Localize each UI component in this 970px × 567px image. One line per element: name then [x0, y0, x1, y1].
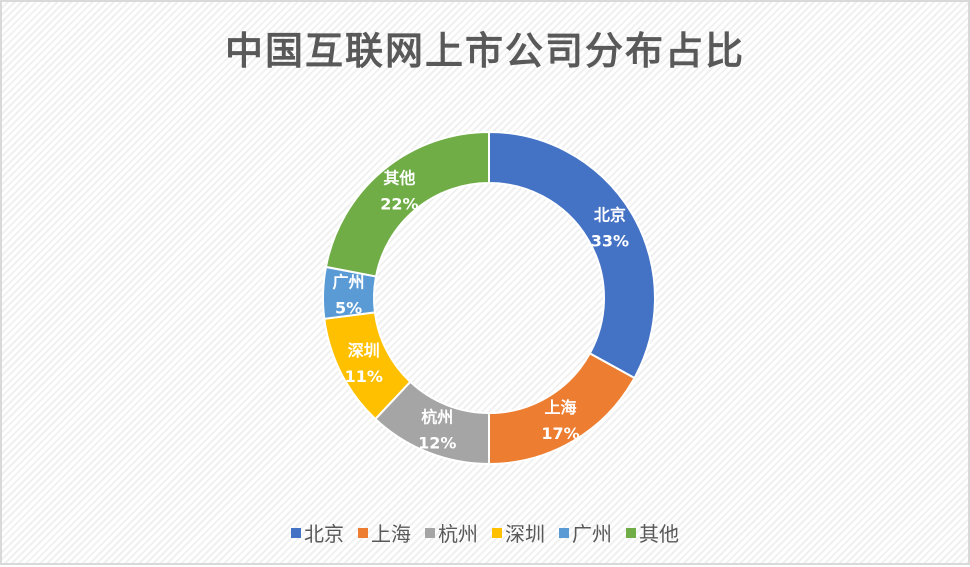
legend-item: 其他 [626, 518, 679, 547]
data-label-category: 广州 [333, 273, 365, 292]
donut-slice-5 [324, 130, 490, 278]
legend-label: 上海 [371, 522, 411, 546]
legend-label: 其他 [639, 522, 679, 546]
chart-title: 中国互联网上市公司分布占比 [224, 29, 745, 73]
legend-item: 广州 [559, 518, 612, 547]
legend-label: 杭州 [438, 522, 478, 546]
legend: 北京 上海 杭州 深圳 广州 其他 [2, 518, 968, 547]
data-label-category: 北京 [594, 205, 626, 224]
legend-label: 深圳 [505, 522, 545, 546]
data-label-value: 22% [380, 195, 418, 214]
legend-swatch [492, 527, 502, 538]
donut-slice-0 [488, 130, 656, 380]
data-label-value: 11% [345, 367, 383, 386]
data-label-category: 上海 [545, 398, 577, 417]
legend-swatch [626, 527, 636, 538]
legend-item: 深圳 [492, 518, 545, 547]
data-label-category: 杭州 [421, 408, 453, 427]
legend-label: 北京 [304, 522, 344, 546]
data-label-value: 5% [335, 299, 362, 318]
data-label-category: 其他 [383, 169, 415, 188]
legend-item: 上海 [358, 518, 411, 547]
legend-swatch [425, 527, 435, 538]
data-label-value: 17% [541, 424, 579, 443]
legend-swatch [559, 527, 569, 538]
data-label-value: 12% [418, 434, 456, 453]
legend-label: 广州 [572, 522, 612, 546]
legend-item: 杭州 [425, 518, 478, 547]
legend-swatch [358, 527, 368, 538]
legend-item: 北京 [291, 518, 344, 547]
data-label-value: 33% [591, 231, 629, 250]
data-label-category: 深圳 [348, 341, 380, 360]
legend-swatch [291, 527, 301, 538]
